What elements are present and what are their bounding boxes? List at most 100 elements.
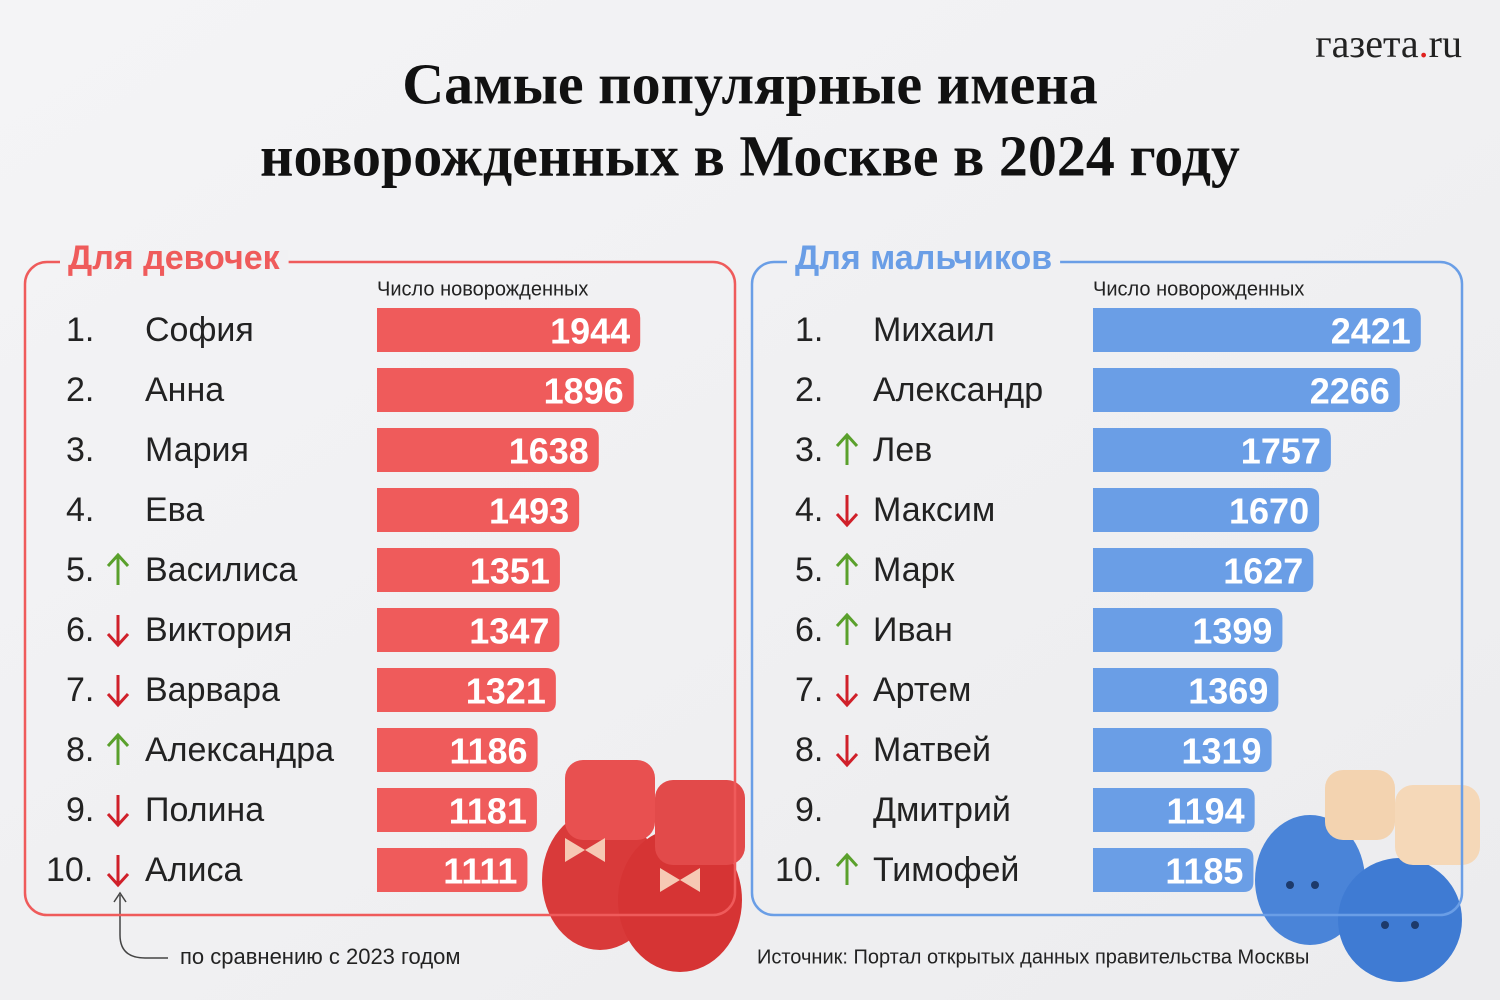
note-connector bbox=[119, 895, 168, 959]
rank: 8. bbox=[795, 731, 823, 769]
category-label: Максим bbox=[873, 491, 995, 529]
rank: 7. bbox=[795, 671, 823, 709]
category-label: Тимофей bbox=[873, 851, 1019, 889]
bar bbox=[1093, 488, 1320, 532]
category-label: София bbox=[145, 311, 254, 349]
panel-title: Для мальчиков bbox=[795, 239, 1052, 277]
bar bbox=[1093, 548, 1314, 592]
trend-arrow bbox=[835, 852, 859, 885]
rank: 1. bbox=[66, 311, 94, 349]
value-label: 2421 bbox=[1331, 311, 1411, 352]
bar bbox=[1093, 608, 1283, 652]
logo-dot: . bbox=[1419, 21, 1429, 66]
category-label: Ева bbox=[145, 491, 204, 529]
value-label: 1185 bbox=[1165, 851, 1243, 892]
trend-arrow bbox=[835, 735, 859, 768]
logo: газета.ru bbox=[1315, 21, 1462, 66]
rank: 2. bbox=[795, 371, 823, 409]
source: Источник: Портал открытых данных правите… bbox=[757, 946, 1309, 968]
category-label: Марк bbox=[873, 551, 956, 589]
rank: 9. bbox=[66, 791, 94, 829]
value-label: 1369 bbox=[1188, 671, 1268, 712]
value-label: 1194 bbox=[1167, 791, 1245, 832]
rank: 3. bbox=[66, 431, 94, 469]
bar bbox=[1093, 848, 1254, 892]
bar bbox=[377, 548, 560, 592]
rank: 2. bbox=[66, 371, 94, 409]
value-label: 1319 bbox=[1181, 731, 1261, 772]
trend-arrow bbox=[835, 495, 859, 528]
category-label: Полина bbox=[145, 791, 264, 829]
panel-title-bg bbox=[60, 250, 289, 270]
trend-arrow bbox=[835, 675, 859, 708]
value-label: 1670 bbox=[1229, 491, 1309, 532]
category-label: Лев bbox=[873, 431, 932, 469]
category-label: Варвара bbox=[145, 671, 280, 709]
rank: 4. bbox=[66, 491, 94, 529]
category-label: Мария bbox=[145, 431, 249, 469]
bar bbox=[377, 848, 528, 892]
trend-arrow bbox=[106, 615, 130, 648]
rank: 10. bbox=[775, 851, 822, 889]
value-label: 1181 bbox=[449, 791, 527, 832]
trend-arrow bbox=[835, 612, 859, 645]
rank: 7. bbox=[66, 671, 94, 709]
bar bbox=[377, 728, 538, 772]
note-arrowhead bbox=[113, 891, 127, 903]
value-label: 1757 bbox=[1241, 431, 1321, 472]
rank: 6. bbox=[66, 611, 94, 649]
bar bbox=[377, 788, 537, 832]
category-label: Артем bbox=[873, 671, 971, 709]
bar bbox=[377, 488, 580, 532]
value-label: 1493 bbox=[489, 491, 569, 532]
trend-arrow bbox=[106, 675, 130, 708]
rank: 6. bbox=[795, 611, 823, 649]
bar bbox=[1093, 728, 1272, 772]
category-label: Михаил bbox=[873, 311, 995, 349]
panel: Для мальчиков Число новорожденных 1. Михаил… bbox=[750, 239, 1464, 917]
value-label: 1944 bbox=[550, 311, 630, 352]
bar bbox=[377, 608, 560, 652]
title-line: Самые популярные имена bbox=[402, 51, 1098, 116]
bar bbox=[1093, 368, 1400, 412]
value-label: 1186 bbox=[449, 731, 527, 772]
bar bbox=[377, 668, 556, 712]
logo-part: газета bbox=[1315, 21, 1419, 66]
trend-arrow bbox=[835, 432, 859, 465]
bar bbox=[377, 368, 634, 412]
trend-arrow bbox=[106, 855, 130, 888]
trend-arrow bbox=[835, 552, 859, 585]
rank: 10. bbox=[46, 851, 93, 889]
category-label: Виктория bbox=[145, 611, 292, 649]
rank: 3. bbox=[795, 431, 823, 469]
panel-frame bbox=[23, 260, 737, 917]
value-axis-label: Число новорожденных bbox=[1093, 278, 1304, 300]
value-label: 1351 bbox=[470, 551, 550, 592]
rank: 1. bbox=[795, 311, 823, 349]
bar bbox=[1093, 308, 1421, 352]
value-label: 1638 bbox=[509, 431, 589, 472]
value-label: 1896 bbox=[544, 371, 624, 412]
bar bbox=[1093, 788, 1255, 832]
value-label: 1627 bbox=[1223, 551, 1303, 592]
trend-arrow bbox=[106, 795, 130, 828]
category-label: Алиса bbox=[145, 851, 243, 889]
category-label: Александра bbox=[145, 731, 334, 769]
bar bbox=[1093, 668, 1279, 712]
category-label: Анна bbox=[145, 371, 224, 409]
rank: 8. bbox=[66, 731, 94, 769]
rank: 5. bbox=[795, 551, 823, 589]
logo-part: ru bbox=[1429, 21, 1462, 66]
category-label: Александр bbox=[873, 371, 1043, 409]
bar bbox=[377, 308, 641, 352]
panel-title: Для девочек bbox=[68, 239, 281, 277]
value-axis-label: Число новорожденных bbox=[377, 278, 588, 300]
booties-illustration bbox=[542, 760, 745, 972]
category-label: Матвей bbox=[873, 731, 991, 769]
rank: 4. bbox=[795, 491, 823, 529]
bar bbox=[377, 428, 599, 472]
category-label: Василиса bbox=[145, 551, 297, 589]
bar bbox=[1093, 428, 1331, 472]
trend-arrow bbox=[106, 552, 130, 585]
